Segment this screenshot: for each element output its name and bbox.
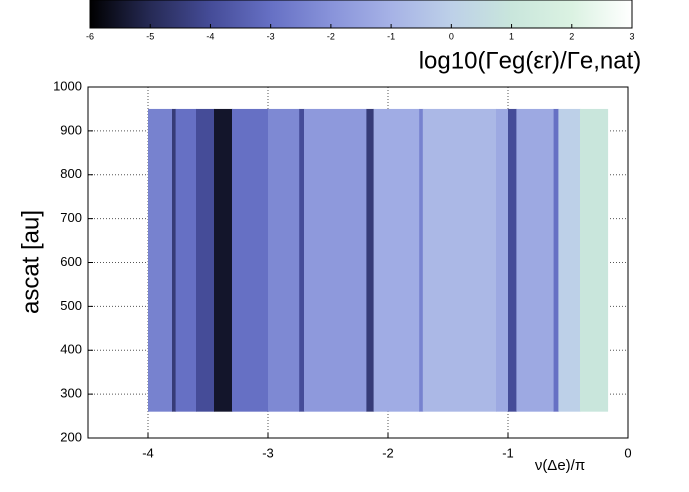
x-tick-label: -4 <box>142 445 154 460</box>
heatmap-cell <box>299 108 305 412</box>
x-tick-label: 0 <box>624 445 631 460</box>
heatmap-cell <box>148 108 173 412</box>
y-tick-label: 500 <box>60 298 82 313</box>
axes-frame <box>87 86 629 439</box>
x-tick-label: -1 <box>502 445 514 460</box>
y-tick-label: 1000 <box>53 78 82 93</box>
colorbar-tick-label: -2 <box>327 31 335 41</box>
colorbar-tick-label: -3 <box>267 31 275 41</box>
colorbar-tick-label: 0 <box>449 31 454 41</box>
heatmap-cell <box>558 108 581 412</box>
colorbar-tick-label: 1 <box>509 31 514 41</box>
heatmap-cell <box>175 108 197 412</box>
heatmap-cell <box>304 108 367 412</box>
heatmap-cell <box>214 108 233 412</box>
y-axis-label: ascat [au] <box>17 210 44 314</box>
heatmap-cell <box>580 108 609 412</box>
y-tick-label: 200 <box>60 429 82 444</box>
heatmap-cell <box>268 108 300 412</box>
heatmap-cell <box>508 108 517 412</box>
heatmap-cell <box>422 108 497 412</box>
colorbar-tick-label: 2 <box>569 31 574 41</box>
y-tick-label: 400 <box>60 342 82 357</box>
y-tick-label: 700 <box>60 210 82 225</box>
heatmap-cell <box>496 108 509 412</box>
colorbar-tick-label: -4 <box>206 31 214 41</box>
colorbar-tick-label: -5 <box>146 31 154 41</box>
colorbar-tick-label: -1 <box>387 31 395 41</box>
y-tick-label: 800 <box>60 166 82 181</box>
heatmap-cell <box>172 108 177 412</box>
x-tick-label: -2 <box>382 445 394 460</box>
heatmap-cell <box>419 108 424 412</box>
x-axis-label: ν(Δe)/π <box>535 457 585 474</box>
colorbar-label: log10(Γeg(εr)/Γe,nat) <box>419 47 642 74</box>
y-tick-label: 900 <box>60 122 82 137</box>
heatmap-cell <box>516 108 555 412</box>
colorbar <box>89 0 633 29</box>
heatmap-cell <box>366 108 375 412</box>
y-tick-label: 600 <box>60 254 82 269</box>
y-tick-label: 300 <box>60 386 82 401</box>
heatmap-cell <box>196 108 215 412</box>
heatmap-cell <box>373 108 420 412</box>
x-tick-label: -3 <box>262 445 274 460</box>
colorbar-tick-label: -6 <box>86 31 94 41</box>
colorbar-tick-label: 3 <box>629 31 634 41</box>
heatmap-cell <box>553 108 559 412</box>
heatmap-cell <box>232 108 269 412</box>
